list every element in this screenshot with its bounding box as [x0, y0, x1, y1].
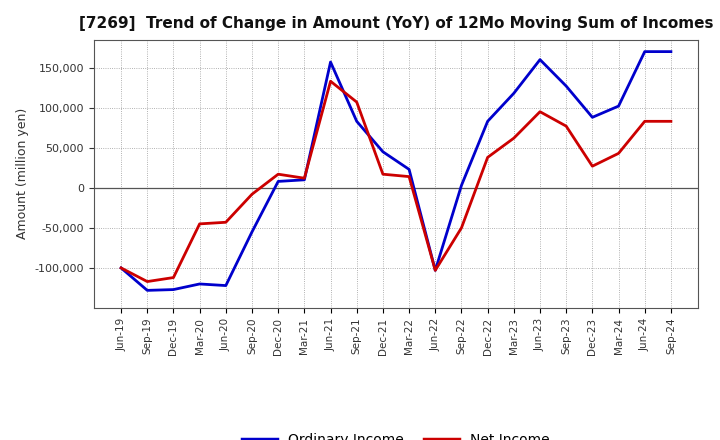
Net Income [326, 79, 335, 84]
Net Income [457, 225, 466, 231]
Net Income [640, 119, 649, 124]
Net Income [169, 275, 178, 280]
Net Income [248, 191, 256, 197]
Net Income [510, 136, 518, 141]
Net Income [379, 172, 387, 177]
Net Income [352, 99, 361, 105]
Ordinary Income [614, 103, 623, 109]
Net Income [195, 221, 204, 227]
Ordinary Income [352, 119, 361, 124]
Ordinary Income [222, 283, 230, 288]
Net Income [562, 124, 570, 129]
Ordinary Income [326, 59, 335, 65]
Ordinary Income [405, 167, 413, 172]
Legend: Ordinary Income, Net Income: Ordinary Income, Net Income [236, 428, 556, 440]
Ordinary Income [300, 177, 309, 183]
Y-axis label: Amount (million yen): Amount (million yen) [16, 108, 29, 239]
Net Income [300, 176, 309, 181]
Ordinary Income [640, 49, 649, 54]
Ordinary Income [248, 229, 256, 235]
Ordinary Income [536, 57, 544, 62]
Net Income [222, 220, 230, 225]
Ordinary Income [562, 84, 570, 89]
Line: Net Income: Net Income [121, 81, 671, 282]
Ordinary Income [457, 183, 466, 188]
Net Income [143, 279, 152, 284]
Ordinary Income [379, 149, 387, 154]
Ordinary Income [588, 115, 597, 120]
Net Income [536, 109, 544, 114]
Title: [7269]  Trend of Change in Amount (YoY) of 12Mo Moving Sum of Incomes: [7269] Trend of Change in Amount (YoY) o… [78, 16, 714, 32]
Ordinary Income [510, 91, 518, 96]
Ordinary Income [117, 265, 125, 271]
Net Income [588, 164, 597, 169]
Ordinary Income [667, 49, 675, 54]
Net Income [614, 151, 623, 156]
Net Income [483, 155, 492, 160]
Net Income [667, 119, 675, 124]
Net Income [117, 265, 125, 271]
Net Income [405, 174, 413, 179]
Ordinary Income [274, 179, 282, 184]
Ordinary Income [169, 287, 178, 292]
Ordinary Income [143, 288, 152, 293]
Line: Ordinary Income: Ordinary Income [121, 51, 671, 290]
Net Income [431, 268, 440, 273]
Ordinary Income [431, 268, 440, 273]
Net Income [274, 172, 282, 177]
Ordinary Income [483, 119, 492, 124]
Ordinary Income [195, 281, 204, 286]
